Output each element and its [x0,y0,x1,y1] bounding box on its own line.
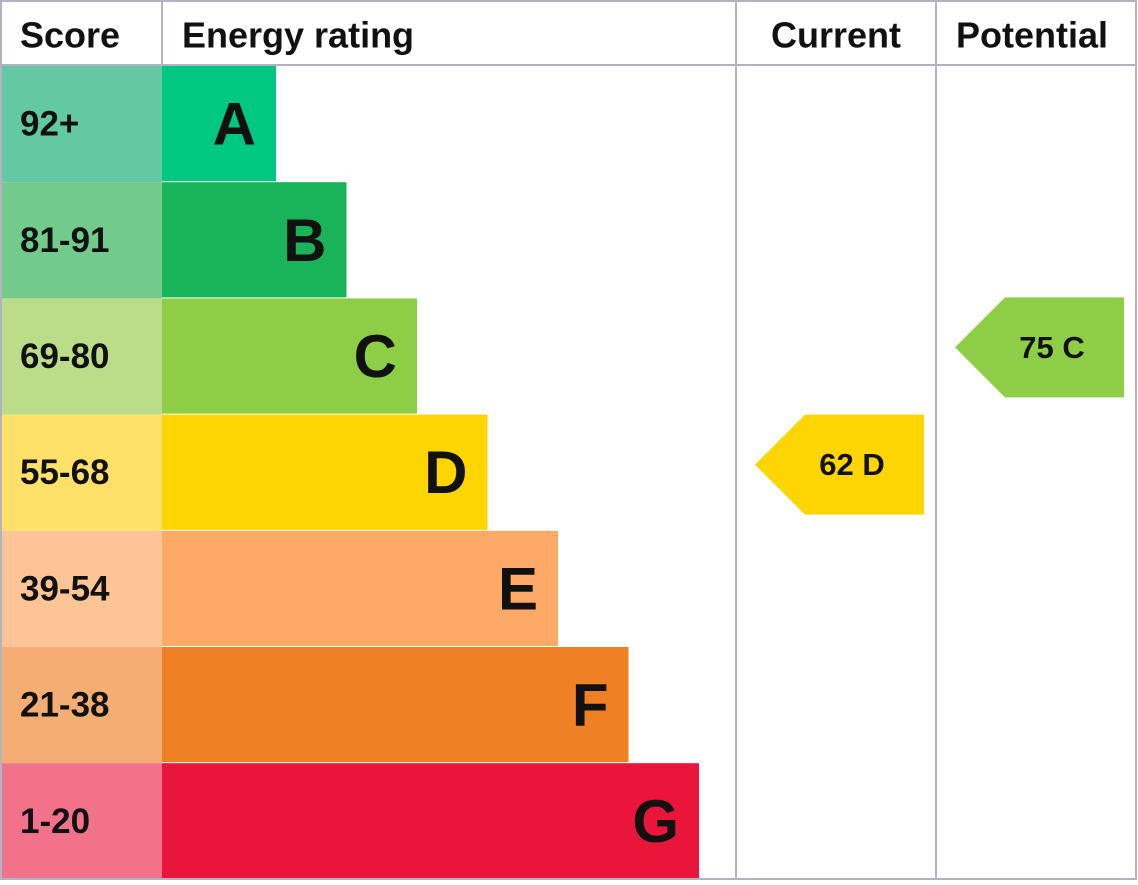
potential-arrow [955,297,1124,398]
score-range: 92+ [20,105,79,144]
score-range: 39-54 [20,569,110,608]
rating-letter: B [283,207,326,274]
score-range: 81-91 [20,221,110,260]
potential-label: 75 C [1019,330,1084,365]
header-current: Current [771,15,901,56]
rating-bar [162,182,347,298]
rating-letter: D [424,439,467,506]
rating-bar [162,298,417,414]
score-range: 69-80 [20,337,110,376]
rating-letter: G [632,788,679,855]
rating-letter: A [213,91,256,158]
rating-letter: F [572,672,609,739]
rating-letter: E [498,555,538,622]
rating-bar [162,647,629,763]
score-cell [0,66,162,183]
score-cell [0,182,162,299]
header-potential: Potential [956,15,1108,56]
score-cell [0,414,162,531]
rating-letter: C [354,323,397,390]
rating-bar [162,530,558,646]
score-cell [0,647,162,764]
current-label: 62 D [819,447,884,482]
score-cell [0,763,162,880]
rating-bar [162,414,488,530]
score-cell [0,530,162,647]
score-range: 21-38 [20,686,110,725]
score-cell [0,298,162,415]
header-score: Score [20,15,120,56]
score-range: 55-68 [20,453,110,492]
rating-bar [162,66,276,182]
rating-bar [162,763,699,879]
score-range: 1-20 [20,802,90,841]
header-rating: Energy rating [182,15,414,56]
current-arrow [755,414,924,515]
